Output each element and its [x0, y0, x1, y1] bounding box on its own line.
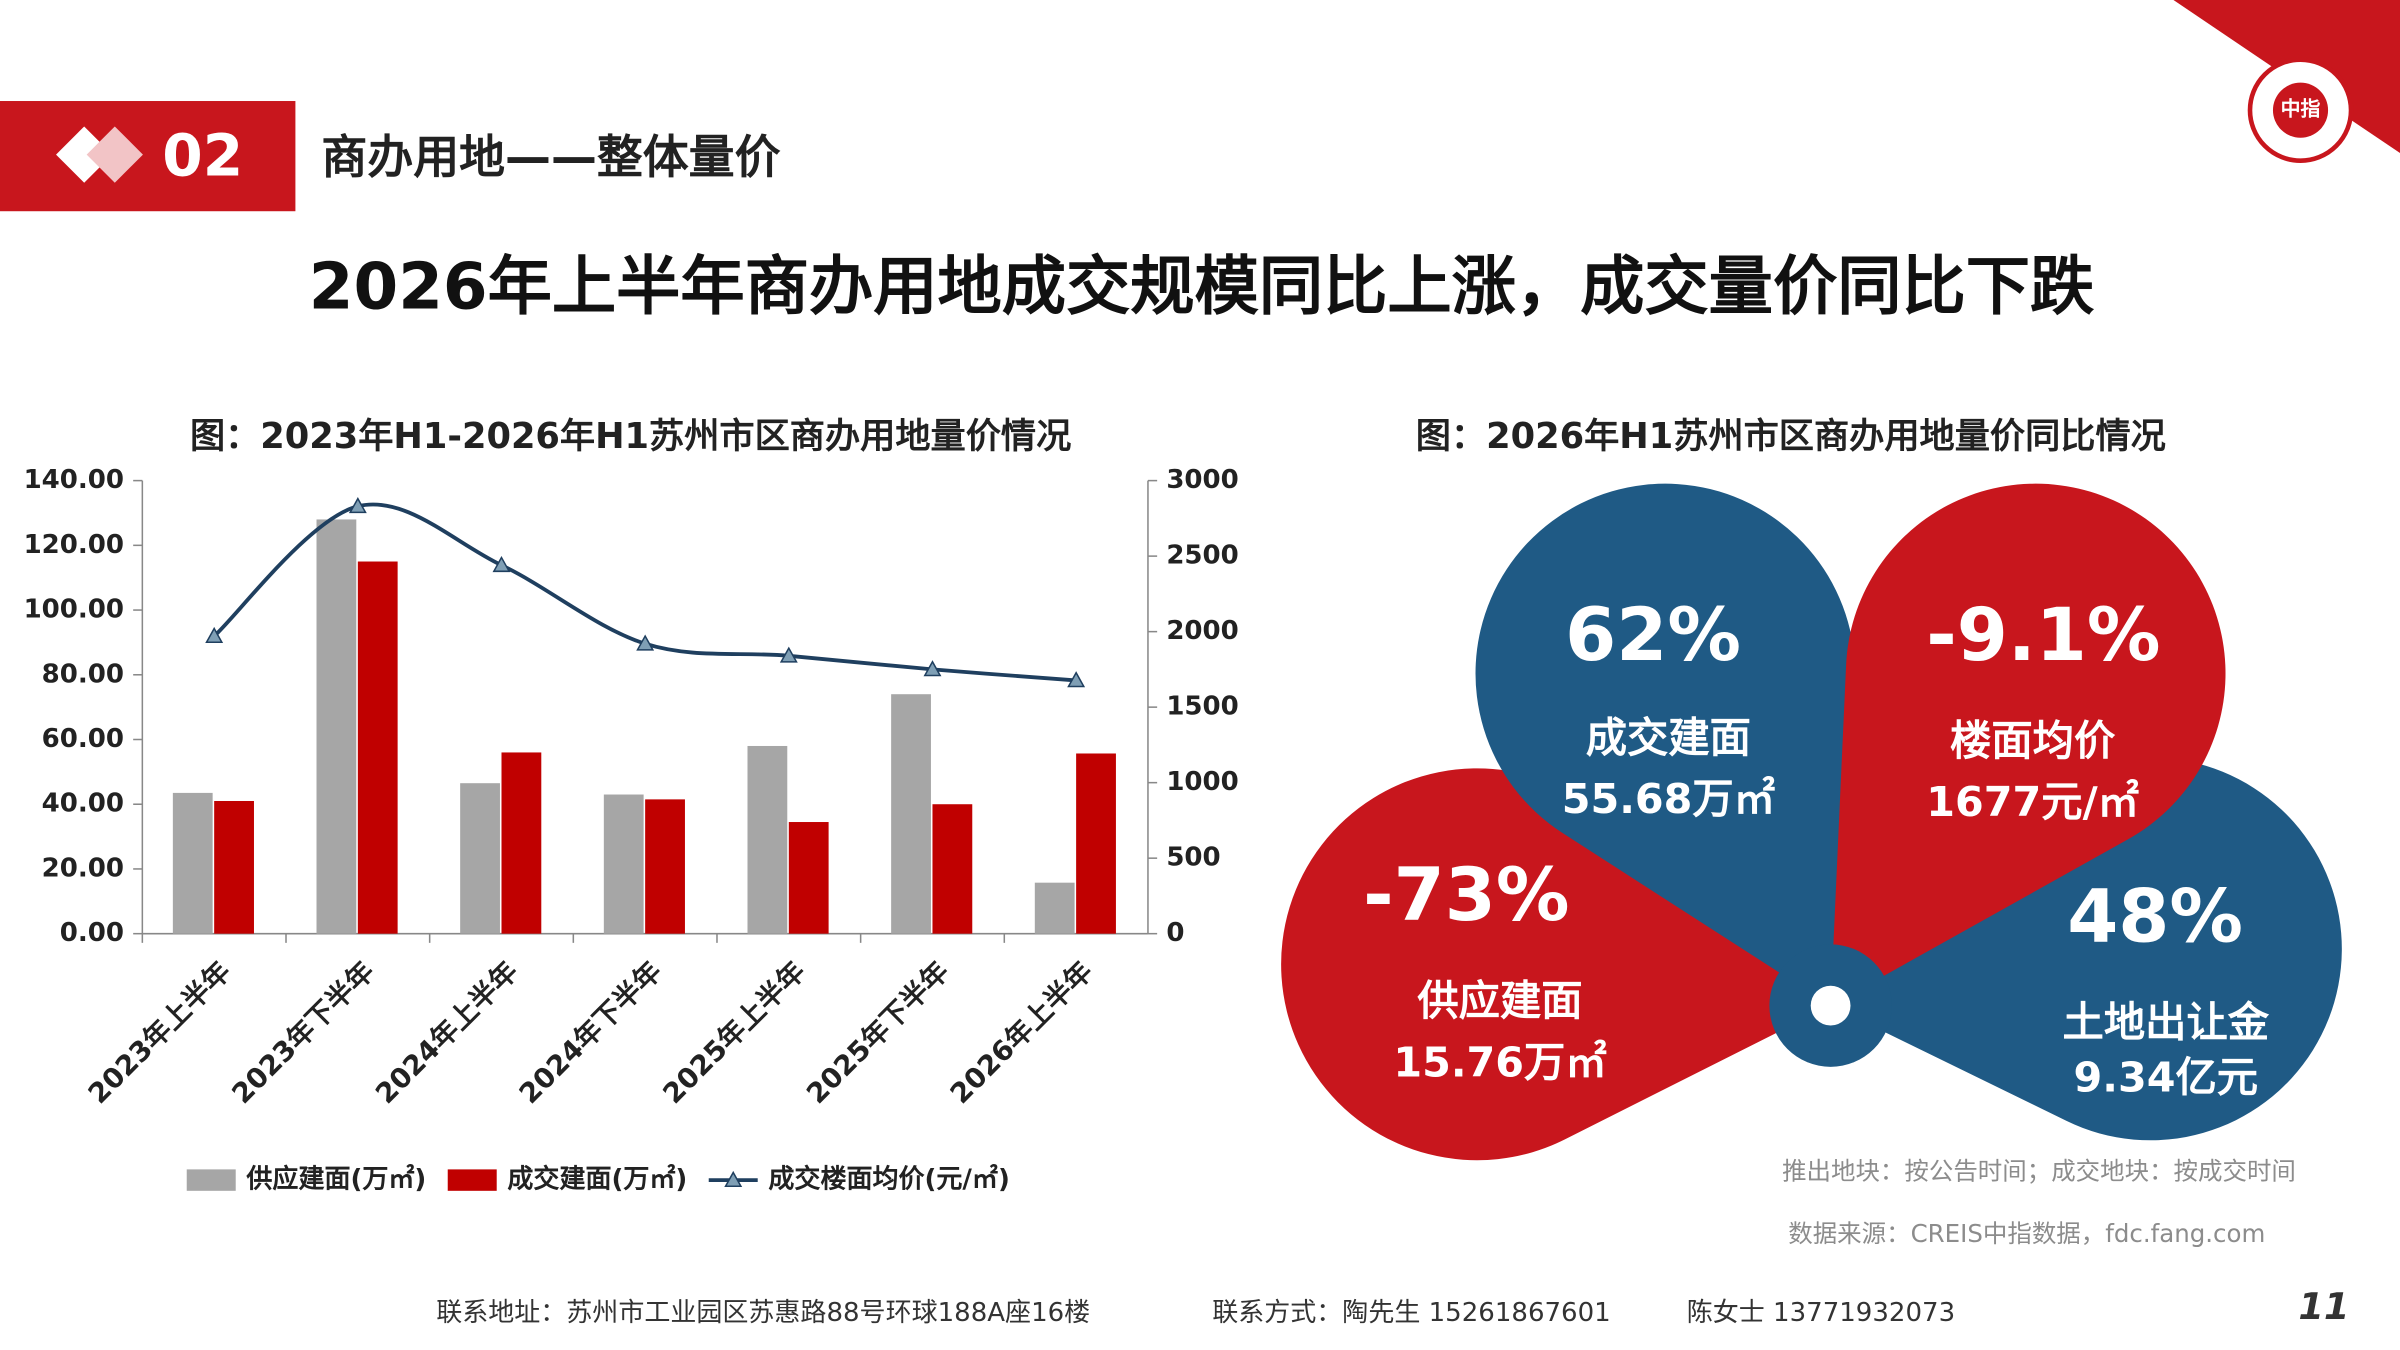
- line-marker: [636, 634, 655, 651]
- x-tick-label: 2024年下半年: [513, 955, 668, 1110]
- note: 推出地块：按公告时间；成交地块：按成交时间: [1782, 1156, 2296, 1185]
- diamond-icon: [56, 126, 113, 183]
- petal: [1281, 768, 1831, 1161]
- y2-tick-label: 0: [1166, 918, 1184, 948]
- y2-tick-label: 1500: [1166, 692, 1238, 722]
- petal-amount: 55.68万㎡: [1562, 775, 1775, 823]
- bar: [645, 799, 685, 934]
- petal-change: -73%: [1363, 853, 1569, 938]
- bar: [316, 519, 357, 934]
- hub-dot: [1810, 985, 1851, 1026]
- legend-label: 供应建面(万㎡): [245, 1164, 426, 1195]
- logo-text: 中指: [2281, 98, 2321, 121]
- legend-label: 成交楼面均价(元/㎡): [768, 1164, 1009, 1195]
- petal: [1830, 483, 2226, 1006]
- y2-tick-label: 3000: [1166, 465, 1238, 495]
- bar: [747, 745, 788, 934]
- petal-diagram: 62% 成交建面 55.68万㎡ -9.1% 楼面均价 1677元/㎡ -73% 供应建面 15…: [1281, 483, 2342, 1161]
- bar: [172, 792, 213, 934]
- line-marker: [205, 626, 224, 644]
- petal-label: 供应建面: [1417, 977, 1582, 1025]
- y-tick-label: 20.00: [42, 853, 124, 883]
- petal-change: 48%: [2067, 874, 2243, 959]
- petal: [1830, 757, 2342, 1141]
- summary-title: 图：2026年H1苏州市区商办用地量价同比情况: [1416, 416, 2166, 457]
- y-tick-label: 120.00: [24, 530, 124, 560]
- line-marker: [779, 646, 798, 663]
- y2-tick-label: 2500: [1166, 541, 1238, 571]
- petal: [1475, 483, 1856, 1006]
- bar: [1076, 753, 1116, 934]
- line-marker: [348, 497, 367, 514]
- y-tick-label: 80.00: [42, 659, 124, 689]
- section-title: 商办用地——整体量价: [321, 130, 780, 184]
- y-tick-label: 0.00: [60, 918, 124, 948]
- bar: [460, 783, 500, 934]
- legend-swatch: [186, 1169, 236, 1191]
- legend-label: 成交建面(万㎡): [507, 1164, 687, 1195]
- bar: [932, 804, 973, 934]
- chart-title: 图：2023年H1-2026年H1苏州市区商办用地量价情况: [190, 416, 1071, 457]
- section-number: 02: [162, 121, 243, 189]
- line-marker: [1067, 671, 1086, 688]
- page-number: 11: [2298, 1285, 2349, 1328]
- petal-label: 楼面均价: [1950, 717, 2116, 765]
- line-marker: [923, 660, 942, 677]
- x-tick-label: 2023年上半年: [82, 955, 237, 1110]
- legend-swatch: [447, 1169, 497, 1191]
- petal-label: 成交建面: [1586, 714, 1751, 762]
- petal-label: 土地出让金: [2063, 999, 2270, 1047]
- x-tick-label: 2026年上半年: [944, 955, 1099, 1110]
- x-tick-label: 2024年上半年: [370, 955, 525, 1110]
- source: 数据来源：CREIS中指数据，fdc.fang.com: [1788, 1219, 2265, 1248]
- y-tick-label: 60.00: [42, 724, 124, 754]
- y2-tick-label: 2000: [1166, 616, 1238, 646]
- footer-contact: 联系方式：陶先生 15261867601: [1212, 1298, 1610, 1328]
- bar: [357, 561, 398, 934]
- bar: [891, 694, 931, 934]
- petal-amount: 15.76万㎡: [1393, 1038, 1606, 1086]
- logo-core: [2272, 82, 2329, 138]
- petal-change: -9.1%: [1926, 593, 2160, 678]
- bar: [214, 800, 254, 934]
- bar: [603, 794, 644, 934]
- x-tick-label: 2025年上半年: [657, 955, 812, 1110]
- y-tick-label: 100.00: [24, 595, 124, 625]
- x-tick-label: 2023年下半年: [226, 955, 381, 1110]
- line-marker: [492, 555, 511, 573]
- legend-marker: [724, 1170, 743, 1187]
- section-banner: [0, 101, 296, 212]
- x-tick-label: 2025年下半年: [801, 955, 956, 1110]
- y-tick-label: 40.00: [42, 789, 124, 819]
- petal-amount: 1677元/㎡: [1926, 778, 2139, 826]
- petal-amount: 9.34亿元: [2074, 1054, 2259, 1102]
- petal-change: 62%: [1565, 593, 1741, 678]
- headline: 2026年上半年商办用地成交规模同比上涨，成交量价同比下跌: [309, 249, 2095, 324]
- bar: [501, 752, 542, 934]
- footer-contact: 陈女士 13771932073: [1687, 1298, 1955, 1328]
- footer-address: 联系地址：苏州市工业园区苏惠路88号环球188A座16楼: [436, 1298, 1090, 1328]
- bar: [1034, 882, 1075, 934]
- y2-tick-label: 1000: [1166, 767, 1238, 797]
- y-tick-label: 140.00: [24, 465, 124, 495]
- y2-tick-label: 500: [1166, 843, 1220, 873]
- bar: [788, 822, 829, 934]
